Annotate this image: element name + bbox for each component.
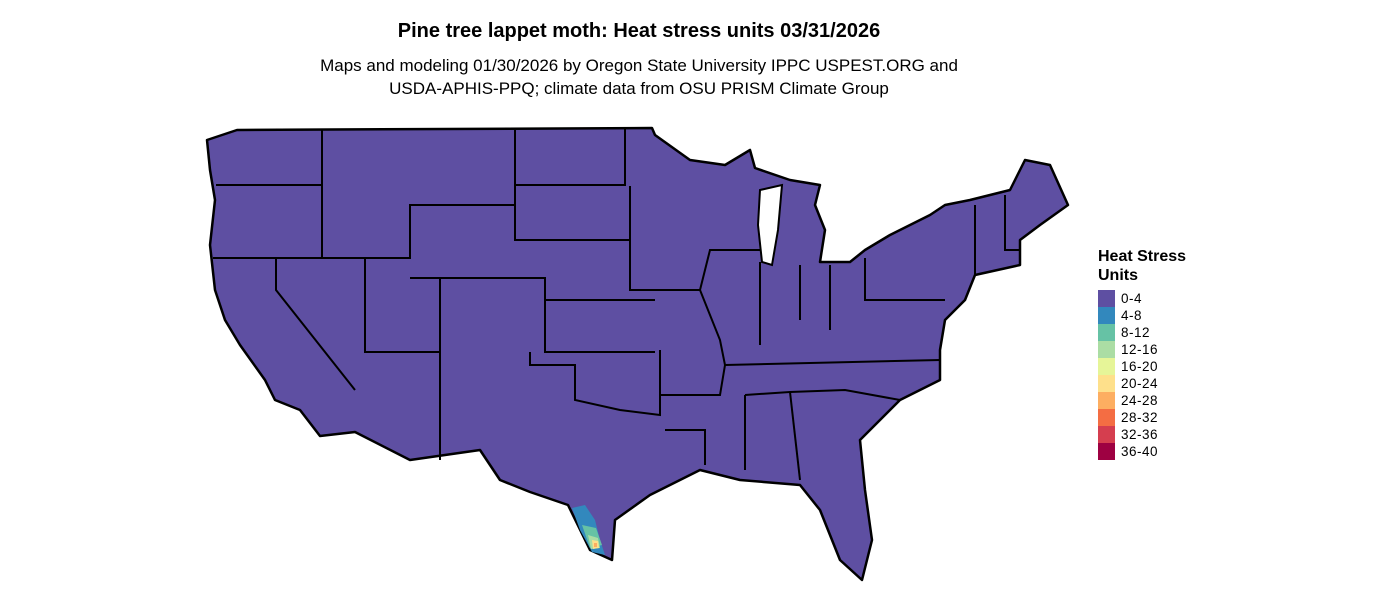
- legend-swatch: [1098, 426, 1115, 443]
- map-subtitle-line1: Maps and modeling 01/30/2026 by Oregon S…: [320, 56, 958, 75]
- legend-swatch: [1098, 290, 1115, 307]
- legend-item: 8-12: [1098, 324, 1208, 341]
- legend-title: Heat Stress Units: [1098, 248, 1187, 284]
- legend-item: 16-20: [1098, 358, 1208, 375]
- legend-label: 24-28: [1121, 393, 1159, 408]
- south-texas-hotspot: [572, 505, 605, 555]
- legend-label: 16-20: [1121, 359, 1159, 374]
- legend-item: 20-24: [1098, 375, 1208, 392]
- legend-label: 8-12: [1121, 325, 1151, 340]
- legend-item: 0-4: [1098, 290, 1208, 307]
- legend-item: 4-8: [1098, 307, 1208, 324]
- legend-label: 4-8: [1121, 308, 1143, 323]
- legend-label: 20-24: [1121, 376, 1159, 391]
- legend-label: 36-40: [1121, 444, 1159, 459]
- legend-swatch: [1098, 358, 1115, 375]
- legend-label: 0-4: [1121, 291, 1143, 306]
- lake-michigan: [756, 183, 784, 267]
- legend-label: 32-36: [1121, 427, 1159, 442]
- legend-swatch: [1098, 307, 1115, 324]
- state-borders: [213, 128, 1020, 481]
- legend-swatch: [1098, 341, 1115, 358]
- legend-label: 28-32: [1121, 410, 1159, 425]
- legend-label: 12-16: [1121, 342, 1159, 357]
- legend-swatch: [1098, 392, 1115, 409]
- legend-item: 24-28: [1098, 392, 1208, 409]
- legend: Heat Stress Units 0-4 4-8 8-12 12-16 16-20 20…: [1098, 247, 1208, 460]
- legend-swatch: [1098, 375, 1115, 392]
- legend-item: 28-32: [1098, 409, 1208, 426]
- map-title: Pine tree lappet moth: Heat stress units…: [397, 20, 881, 42]
- us-heat-stress-map: [205, 126, 1070, 582]
- legend-item: 32-36: [1098, 426, 1208, 443]
- legend-swatch: [1098, 409, 1115, 426]
- us-outline: [205, 126, 1070, 582]
- legend-item: 12-16: [1098, 341, 1208, 358]
- map-subtitle-line2: USDA-APHIS-PPQ; climate data from OSU PR…: [389, 79, 889, 98]
- legend-swatch: [1098, 324, 1115, 341]
- legend-swatch: [1098, 443, 1115, 460]
- legend-item: 36-40: [1098, 443, 1208, 460]
